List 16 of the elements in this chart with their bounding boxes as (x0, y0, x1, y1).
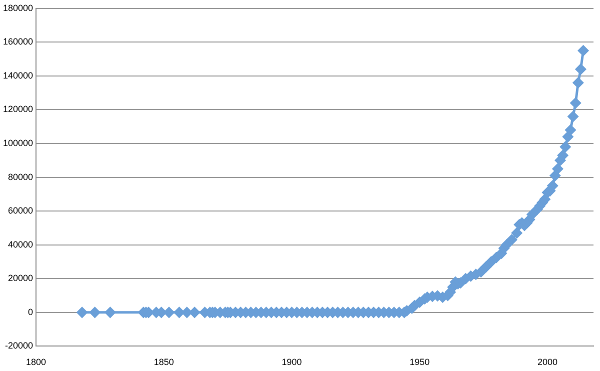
y-tick-label: 160000 (2, 36, 34, 47)
x-tick-label: 1900 (282, 357, 302, 368)
y-tick-label: -20000 (5, 340, 34, 351)
y-tick-label: 140000 (2, 70, 34, 80)
x-tick-label: 1850 (154, 357, 174, 368)
y-tick-label: 60000 (8, 206, 34, 216)
x-tick-label: 2000 (537, 357, 558, 368)
y-tick-label: 80000 (8, 172, 34, 182)
y-tick-label: 120000 (2, 104, 34, 114)
x-tick-label: 1800 (26, 357, 46, 368)
y-tick-label: 40000 (8, 239, 34, 250)
y-tick-label: 0 (28, 306, 34, 317)
y-tick-label: 20000 (8, 273, 34, 284)
y-tick-label: 180000 (2, 2, 34, 13)
x-tick-label: 1950 (410, 357, 430, 368)
y-tick-label: 100000 (2, 138, 34, 148)
